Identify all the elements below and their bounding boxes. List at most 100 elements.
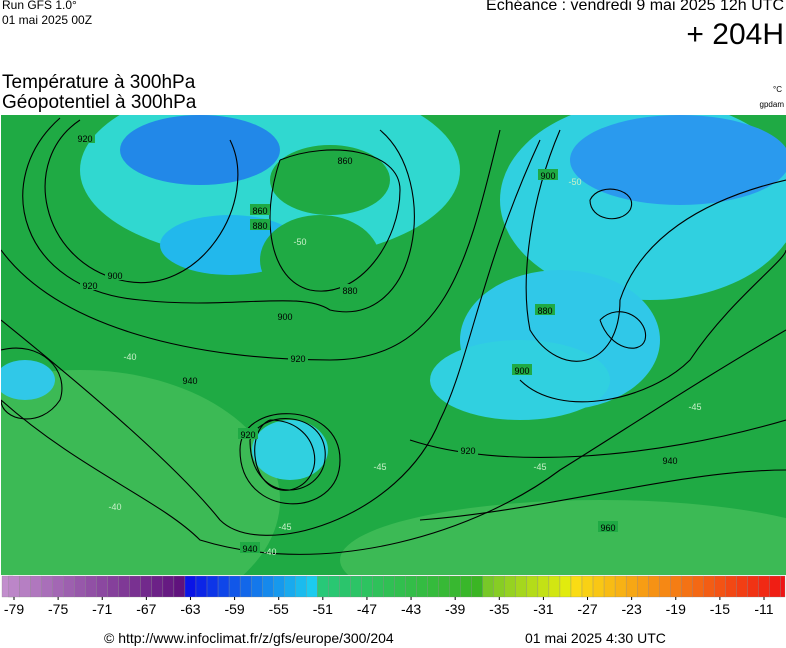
contour-label: 940 — [662, 456, 677, 466]
colorbar-swatch — [515, 575, 528, 598]
colorbar-swatch — [361, 575, 373, 598]
contour-label: 920 — [82, 281, 97, 291]
colorbar-tick-label: -47 — [357, 601, 377, 617]
contour-label-bg — [238, 428, 258, 439]
contour-label-bg — [660, 454, 680, 465]
colorbar-swatch — [239, 575, 252, 598]
colorbar-swatch — [780, 575, 786, 598]
temperature-label: -50 — [293, 237, 306, 247]
colorbar-tick-label: -67 — [136, 601, 156, 617]
colorbar-swatch — [603, 575, 616, 598]
contour-label: 920 — [460, 446, 475, 456]
temperature-label: -40 — [123, 352, 136, 362]
contour-label: 860 — [337, 156, 352, 166]
contour-label-bg — [538, 169, 558, 180]
colorbar-swatch — [692, 575, 704, 598]
contour-label-bg — [80, 279, 100, 290]
colorbar-swatch — [41, 575, 53, 598]
colorbar-swatch — [129, 575, 141, 598]
contour-label: 960 — [600, 523, 615, 533]
colorbar-swatch — [228, 575, 241, 598]
colorbar-swatch — [262, 575, 274, 598]
colorbar-swatch — [217, 575, 230, 598]
colorbar-swatch — [758, 575, 770, 598]
contour-label: 900 — [540, 171, 555, 181]
contour-label-bg — [250, 204, 270, 215]
contour-label: 940 — [242, 544, 257, 554]
run-date: 01 mai 2025 00Z — [2, 13, 93, 27]
run-label: Run GFS 1.0° — [2, 0, 77, 12]
colorbar-tick-label: -31 — [533, 601, 553, 617]
contour-label-bg — [340, 284, 360, 295]
colorbar-swatch — [659, 575, 671, 598]
colorbar-swatch — [284, 575, 296, 598]
colorbar-swatch — [30, 575, 42, 598]
colorbar-swatch — [140, 575, 153, 598]
colorbar-swatch — [438, 575, 450, 598]
colorbar-tick-label: -23 — [622, 601, 642, 617]
colorbar-swatch — [19, 575, 31, 598]
colorbar-swatch — [681, 575, 693, 598]
colorbar-tick-label: -55 — [269, 601, 289, 617]
footer-url: © http://www.infoclimat.fr/z/gfs/europe/… — [104, 630, 394, 646]
colorbar-swatch — [206, 575, 219, 598]
lead-time: + 204H — [686, 18, 784, 51]
colorbar-swatch — [581, 575, 594, 598]
footer-date: 01 mai 2025 4:30 UTC — [525, 630, 666, 646]
colorbar-swatch — [769, 575, 781, 598]
colorbar-swatch — [328, 575, 340, 598]
colorbar-swatch — [460, 575, 472, 598]
colorbar-tick-label: -59 — [224, 601, 244, 617]
temperature-label: -45 — [278, 522, 291, 532]
temperature-label: -40 — [263, 547, 276, 557]
contour-label: 900 — [277, 312, 292, 322]
colorbar-swatch — [350, 575, 362, 598]
colorbar-swatch — [394, 575, 406, 598]
colorbar-swatch — [63, 575, 75, 598]
colorbar-swatch — [273, 575, 285, 598]
colorbar-swatch — [416, 575, 428, 598]
temperature-field — [1, 115, 786, 575]
contour-label-bg — [275, 310, 295, 321]
temperature-label: -45 — [533, 462, 546, 472]
contour-label-bg — [250, 219, 270, 230]
colorbar-swatch — [614, 575, 627, 598]
contour-label-bg — [335, 154, 355, 165]
colorbar-swatch — [637, 575, 649, 598]
colorbar-swatch — [118, 575, 130, 598]
contour-label: 920 — [77, 134, 92, 144]
colorbar-swatch — [526, 575, 539, 598]
title-geo: Géopotentiel à 300hPa — [2, 92, 197, 113]
colorbar-swatch — [96, 575, 108, 598]
colorbar-swatch — [714, 575, 726, 598]
colorbar-swatch — [482, 575, 494, 598]
contour-label-bg — [240, 542, 260, 553]
colorbar-swatch — [52, 575, 64, 598]
colorbar-swatch — [747, 575, 759, 598]
colorbar-swatch — [195, 575, 208, 598]
colorbar-swatch — [250, 575, 263, 598]
colorbar-tick-label: -39 — [445, 601, 465, 617]
colorbar-swatch — [703, 575, 715, 598]
unit-temp: °C — [773, 85, 782, 94]
contour-label: 920 — [240, 430, 255, 440]
colorbar-swatch — [295, 575, 307, 598]
colorbar-tick-label: -63 — [180, 601, 200, 617]
contour-label-bg — [105, 269, 125, 280]
title-temp: Température à 300hPa — [2, 72, 196, 93]
temperature-label: -45 — [688, 402, 701, 412]
echeance: Echéance : vendredi 9 mai 2025 12h UTC — [486, 0, 784, 14]
contour-label: 880 — [252, 221, 267, 231]
colorbar-swatch — [625, 575, 638, 598]
colorbar-swatch — [670, 575, 682, 598]
colorbar-swatch — [372, 575, 384, 598]
colorbar-swatch — [592, 575, 605, 598]
colorbar-swatch — [725, 575, 737, 598]
colorbar-swatch — [74, 575, 86, 598]
contour-label: 880 — [342, 286, 357, 296]
colorbar-tick-label: -11 — [754, 601, 773, 617]
colorbar-swatch — [559, 575, 572, 598]
contour-label: 880 — [537, 306, 552, 316]
temperature-label: -45 — [373, 462, 386, 472]
